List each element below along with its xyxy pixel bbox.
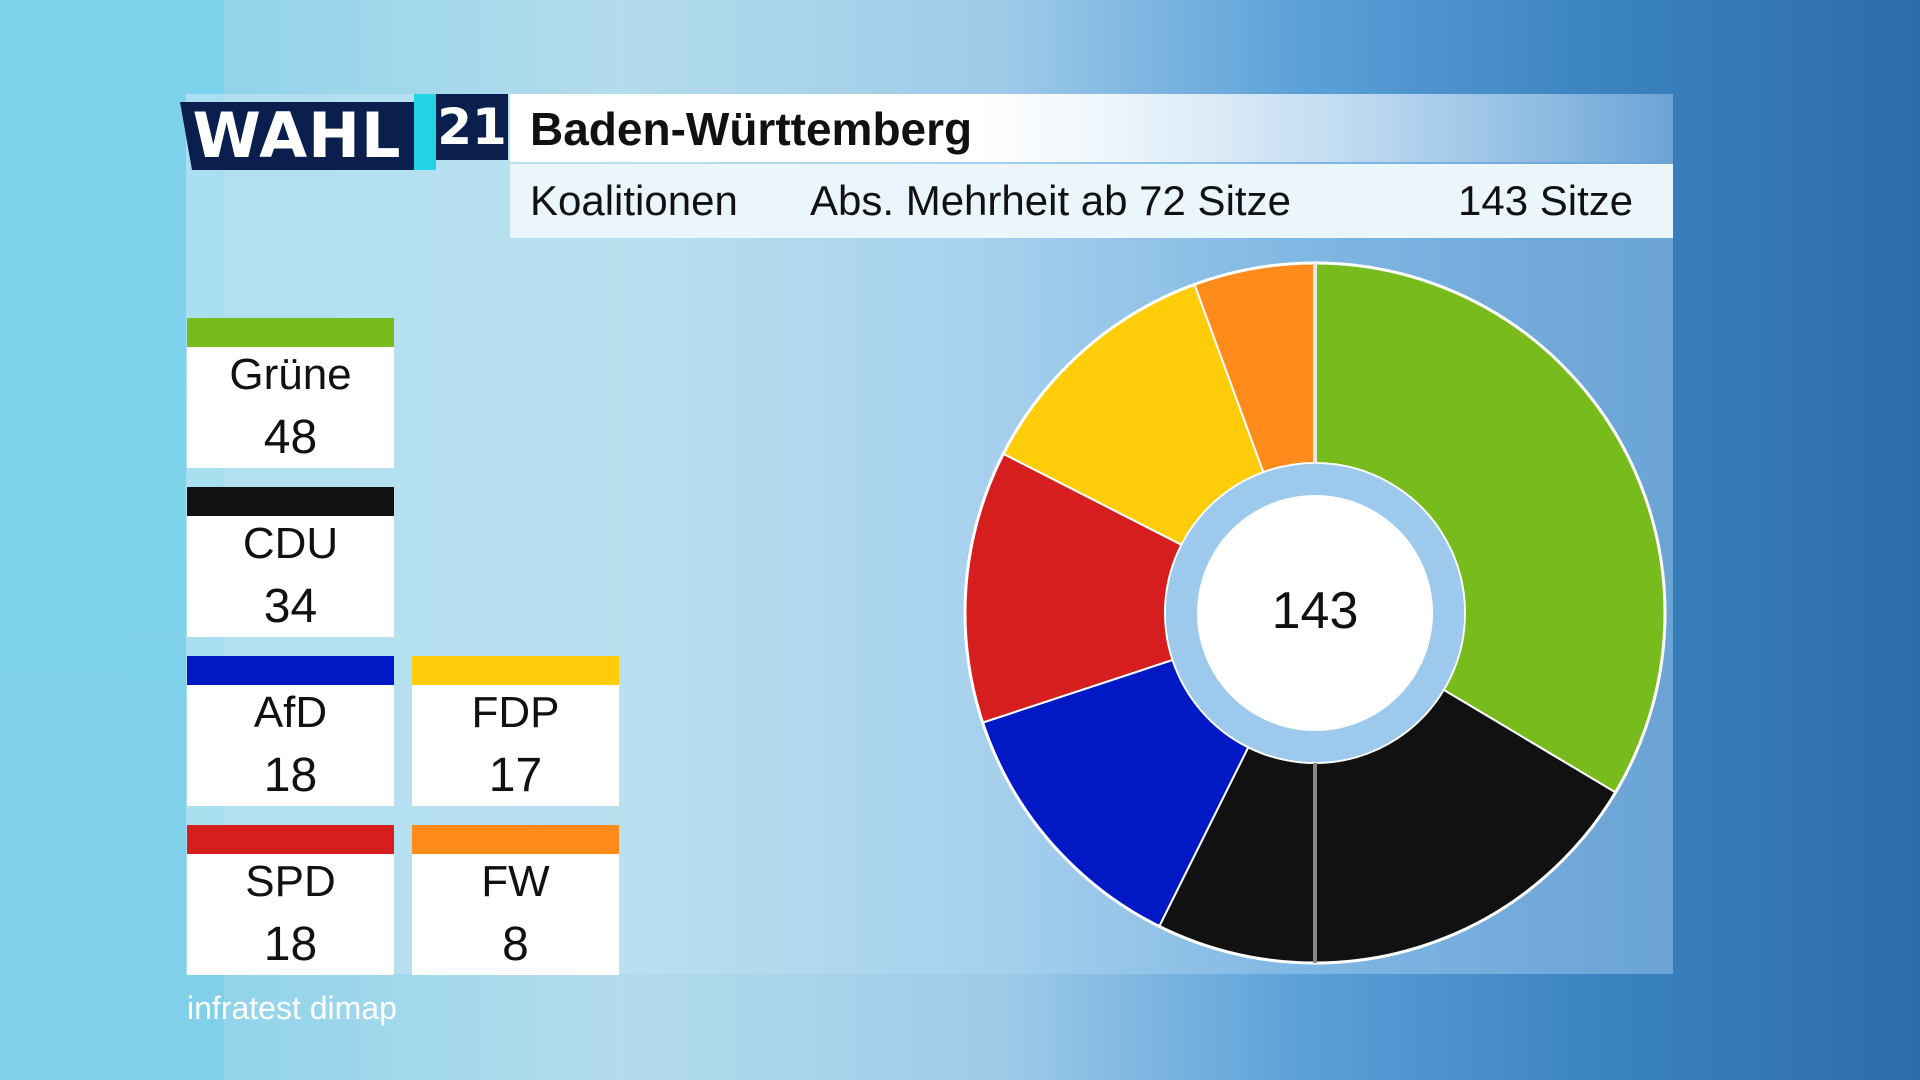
legend-card-fdp: FDP 17: [412, 656, 619, 806]
legend-party-name: AfD: [253, 688, 328, 737]
subtitle-total-seats: 143 Sitze: [1458, 177, 1634, 224]
legend-party-seats: 17: [488, 749, 543, 802]
legend-party-name: FW: [481, 857, 550, 906]
subtitle-bar: [510, 164, 1673, 238]
legend-color-bar: [187, 825, 394, 854]
source-label: infratest dimap: [187, 990, 397, 1026]
legend-color-bar: [187, 487, 394, 516]
seat-distribution-donut: 143: [963, 261, 1667, 965]
legend-card-gruene: Grüne 48: [187, 318, 394, 468]
donut-slices: [963, 261, 1667, 965]
legend-party-seats: 18: [263, 749, 318, 802]
title-bar: [510, 94, 1673, 162]
logo-wahl: WAHL: [180, 102, 414, 170]
legend-card-fw: FW 8: [412, 825, 619, 975]
legend-color-bar: [412, 656, 619, 685]
legend-party-seats: 34: [263, 580, 318, 633]
logo-accent: [414, 94, 436, 170]
legend-card-cdu: CDU 34: [187, 487, 394, 637]
subtitle-coalitions: Koalitionen: [530, 177, 738, 224]
legend-card-spd: SPD 18: [187, 825, 394, 975]
legend-party-seats: 8: [502, 918, 529, 971]
donut-center: [1197, 495, 1433, 731]
legend-party-seats: 18: [263, 918, 318, 971]
logo-year: 21: [436, 94, 508, 160]
legend-card-afd: AfD 18: [187, 656, 394, 806]
page-title: Baden-Württemberg: [530, 103, 973, 155]
subtitle-majority: Abs. Mehrheit ab 72 Sitze: [810, 177, 1291, 224]
legend-color-bar: [187, 318, 394, 347]
legend-party-name: CDU: [242, 519, 339, 568]
donut-total-label: 143: [1272, 582, 1359, 640]
legend-party-seats: 48: [263, 411, 318, 464]
legend-color-bar: [412, 825, 619, 854]
legend-party-name: FDP: [471, 688, 560, 737]
legend-party-name: Grüne: [229, 350, 352, 399]
legend-color-bar: [187, 656, 394, 685]
legend-party-name: SPD: [245, 857, 336, 906]
